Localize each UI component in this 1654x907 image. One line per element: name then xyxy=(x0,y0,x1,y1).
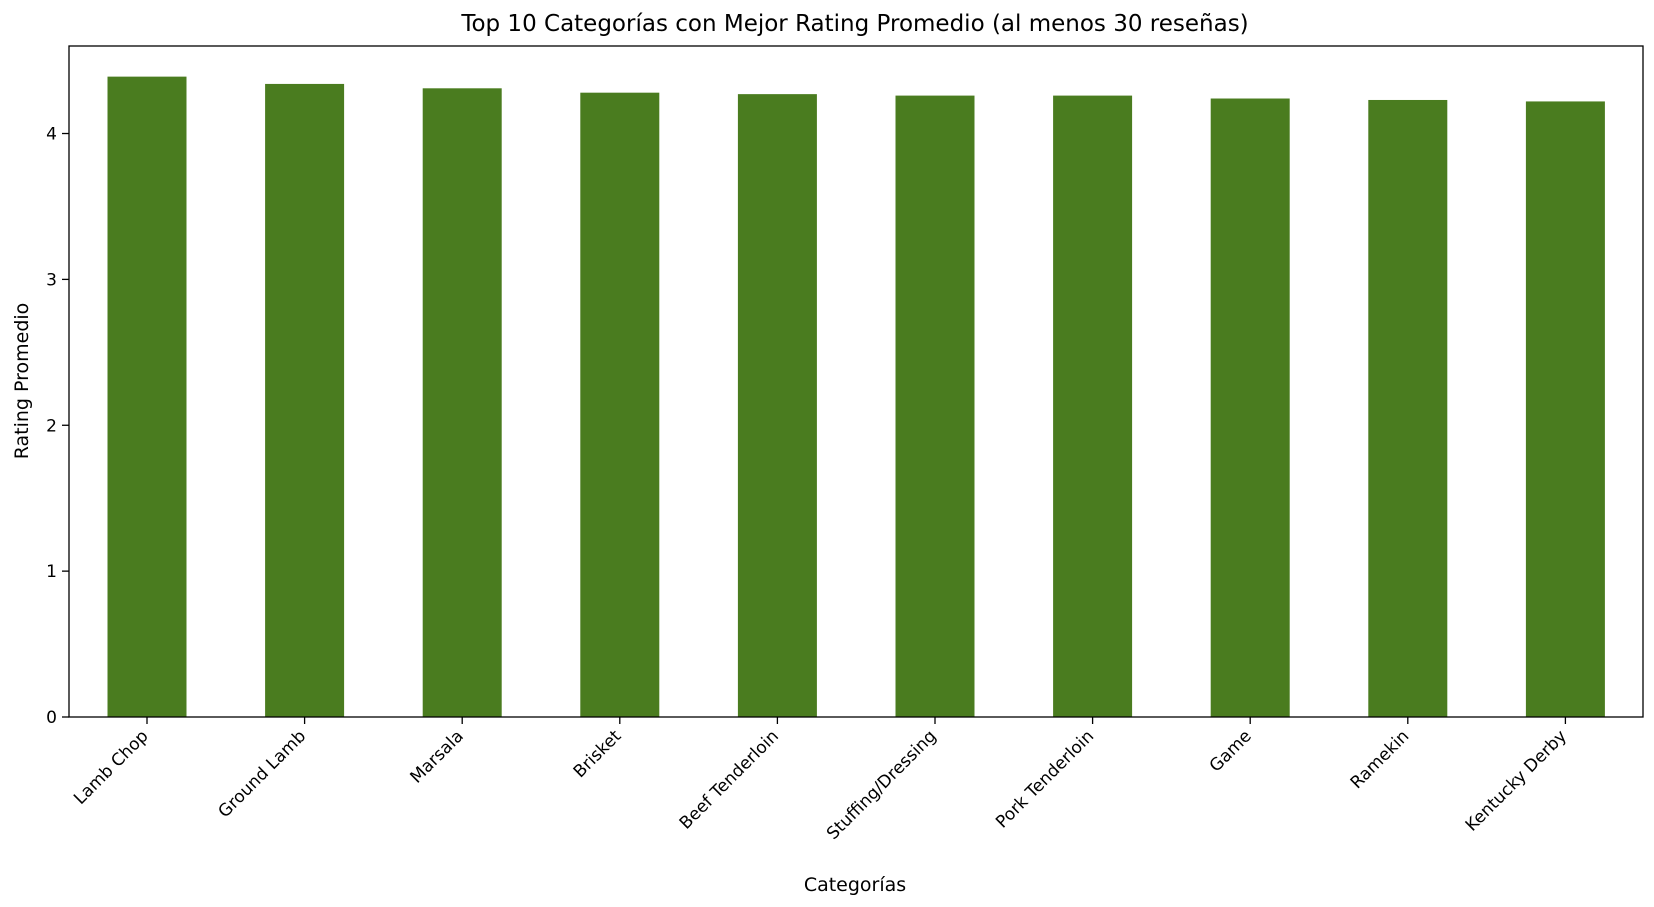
x-tick-label: Game xyxy=(1206,726,1256,776)
x-axis-label: Categorías xyxy=(804,874,906,896)
plot-area: 0 1 2 3 4 Lamb Chop Ground Lamb Marsala Brisket… xyxy=(46,45,1644,844)
x-tick-label: Stuffing/Dressing xyxy=(823,726,940,843)
y-tick-label: 0 xyxy=(46,708,57,728)
y-axis: 0 1 2 3 4 xyxy=(46,125,69,728)
x-tick-label: Marsala xyxy=(407,726,468,787)
x-tick-label: Beef Tenderloin xyxy=(676,726,783,833)
bar-6 xyxy=(895,95,975,718)
bar-3 xyxy=(422,88,502,717)
x-tick-label: Pork Tenderloin xyxy=(992,726,1098,832)
bar-5 xyxy=(737,94,817,717)
y-tick-label: 3 xyxy=(46,270,57,290)
bar-1 xyxy=(107,76,187,717)
bar-4 xyxy=(580,92,660,717)
y-axis-label: Rating Promedio xyxy=(11,303,33,460)
y-tick-label: 1 xyxy=(46,562,57,582)
x-axis: Lamb Chop Ground Lamb Marsala Brisket Beef T… xyxy=(70,717,1571,844)
x-tick-label: Lamb Chop xyxy=(70,726,152,808)
bar-9 xyxy=(1368,99,1448,717)
bar-8 xyxy=(1210,98,1290,717)
bar-10 xyxy=(1525,101,1605,718)
plot-frame xyxy=(68,45,1644,718)
bars xyxy=(107,76,1605,718)
x-tick-label: Ramekin xyxy=(1347,726,1414,793)
x-tick-label: Ground Lamb xyxy=(215,726,311,822)
chart-title: Top 10 Categorías con Mejor Rating Prome… xyxy=(460,11,1248,37)
x-tick-label: Brisket xyxy=(570,726,626,782)
bar-7 xyxy=(1053,95,1133,718)
bar-2 xyxy=(265,83,345,717)
y-tick-label: 4 xyxy=(46,125,57,145)
y-tick-label: 2 xyxy=(46,416,57,436)
x-tick-label: Kentucky Derby xyxy=(1462,726,1571,835)
